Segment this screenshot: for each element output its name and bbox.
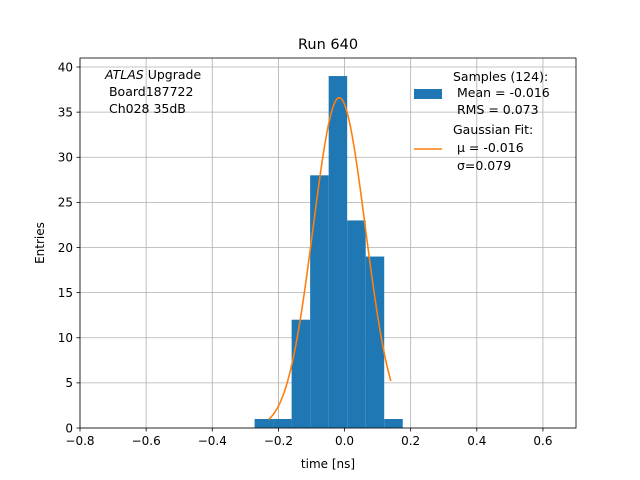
y-tick-label: 10 [58, 331, 73, 345]
annotation-line-2: Board187722 [105, 84, 193, 99]
y-tick-label: 30 [58, 151, 73, 165]
y-ticks: 0 5 10 15 20 25 30 35 40 [58, 60, 80, 435]
histogram-bar [365, 256, 385, 428]
annotation-atlas: ATLAS [104, 67, 144, 82]
histogram-bar [254, 418, 274, 428]
gaussian-fit [267, 96, 392, 421]
histogram-bar [291, 319, 311, 428]
x-axis-label: time [ns] [301, 457, 355, 471]
histogram-bar [384, 418, 403, 428]
legend-samples-swatch [414, 89, 442, 99]
x-tick-label: 0.2 [401, 434, 420, 448]
x-tick-label: 0.6 [533, 434, 552, 448]
legend-samples-mean: Mean = -0.016 [453, 85, 550, 100]
plot-frame [79, 57, 577, 429]
gaussian-fit-curve [267, 96, 392, 421]
legend-samples-title: Samples (124): [453, 69, 548, 84]
x-tick-label: 0.0 [335, 434, 354, 448]
x-tick-label: 0.4 [467, 434, 486, 448]
x-tick-label: −0.2 [264, 434, 293, 448]
histogram-bar [328, 76, 348, 429]
y-tick-label: 0 [65, 421, 73, 435]
legend: Samples (124): Mean = -0.016 RMS = 0.073… [414, 69, 550, 173]
y-tick-label: 15 [58, 286, 73, 300]
y-axis-label: Entries [33, 222, 47, 264]
y-tick-label: 40 [58, 60, 73, 74]
x-ticks: −0.8 −0.6 −0.4 −0.2 0.0 0.2 0.4 0.6 [65, 428, 552, 448]
x-tick-label: −0.6 [132, 434, 161, 448]
y-tick-label: 20 [58, 241, 73, 255]
histogram-bar [273, 418, 292, 428]
y-tick-label: 35 [58, 105, 73, 119]
atlas-annotation: ATLAS Upgrade Board187722 Ch028 35dB [104, 67, 201, 116]
histogram-bar [347, 220, 366, 428]
legend-fit-mu: μ = -0.016 [453, 140, 524, 155]
legend-fit-title: Gaussian Fit: [453, 122, 533, 137]
y-tick-label: 5 [65, 376, 73, 390]
legend-fit-sigma: σ=0.079 [453, 158, 511, 173]
y-tick-label: 25 [58, 196, 73, 210]
x-tick-label: −0.8 [65, 434, 94, 448]
annotation-line-3: Ch028 35dB [105, 101, 186, 116]
chart-title: Run 640 [298, 37, 358, 53]
annotation-upgrade: Upgrade [144, 67, 202, 82]
legend-samples-rms: RMS = 0.073 [453, 102, 539, 117]
annotation-line-1: ATLAS Upgrade [104, 67, 201, 82]
x-tick-label: −0.4 [198, 434, 227, 448]
histogram-bars [254, 76, 403, 429]
histogram-bar [310, 175, 329, 428]
